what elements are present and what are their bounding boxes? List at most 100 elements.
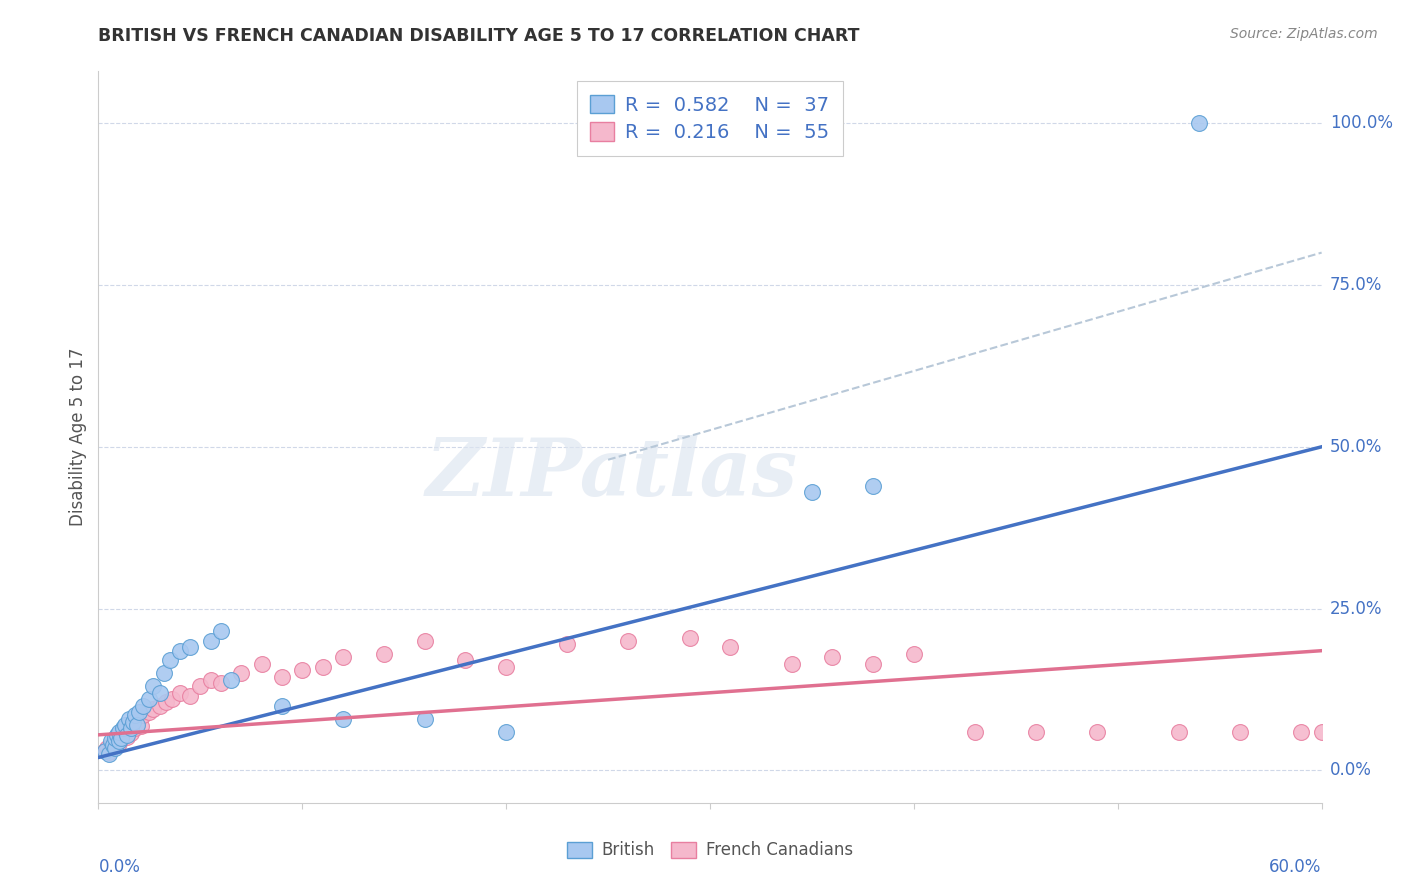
Point — [1167, 724, 1189, 739]
Point — [801, 485, 824, 500]
Point — [188, 679, 212, 693]
Point — [93, 744, 115, 758]
Point — [128, 712, 150, 726]
Point — [200, 673, 222, 687]
Point — [862, 478, 884, 492]
Point — [129, 719, 152, 733]
Point — [114, 718, 136, 732]
Legend: British, French Canadians: British, French Canadians — [558, 833, 862, 868]
Point — [97, 745, 120, 759]
Point — [291, 663, 314, 677]
Point — [105, 731, 128, 745]
Y-axis label: Disability Age 5 to 17: Disability Age 5 to 17 — [69, 348, 87, 526]
Point — [127, 718, 149, 732]
Point — [104, 734, 127, 748]
Text: 50.0%: 50.0% — [1330, 438, 1382, 456]
Point — [101, 739, 124, 753]
Text: 100.0%: 100.0% — [1330, 114, 1393, 132]
Point — [149, 698, 172, 713]
Point — [120, 726, 142, 740]
Point — [149, 686, 172, 700]
Point — [718, 640, 742, 655]
Point — [1310, 724, 1333, 739]
Point — [97, 747, 120, 762]
Text: 60.0%: 60.0% — [1270, 858, 1322, 876]
Point — [1188, 116, 1211, 130]
Point — [111, 722, 134, 736]
Point — [332, 650, 354, 665]
Point — [159, 653, 181, 667]
Point — [270, 669, 294, 683]
Text: 75.0%: 75.0% — [1330, 276, 1382, 294]
Text: BRITISH VS FRENCH CANADIAN DISABILITY AGE 5 TO 17 CORRELATION CHART: BRITISH VS FRENCH CANADIAN DISABILITY AG… — [98, 27, 860, 45]
Point — [219, 673, 242, 687]
Point — [1229, 724, 1251, 739]
Point — [169, 686, 191, 700]
Point — [209, 624, 232, 639]
Point — [780, 657, 803, 671]
Point — [200, 634, 222, 648]
Point — [128, 705, 150, 719]
Point — [127, 714, 149, 729]
Point — [250, 657, 273, 671]
Text: ZIPatlas: ZIPatlas — [426, 435, 799, 512]
Point — [1085, 724, 1108, 739]
Text: Source: ZipAtlas.com: Source: ZipAtlas.com — [1230, 27, 1378, 41]
Text: 0.0%: 0.0% — [1330, 762, 1372, 780]
Point — [495, 660, 517, 674]
Point — [862, 657, 884, 671]
Point — [114, 724, 136, 739]
Point — [332, 712, 354, 726]
Point — [231, 666, 253, 681]
Point — [821, 650, 844, 665]
Point — [495, 724, 517, 739]
Point — [965, 724, 987, 739]
Point — [270, 698, 294, 713]
Point — [110, 732, 132, 747]
Point — [679, 631, 702, 645]
Point — [413, 712, 436, 726]
Point — [617, 634, 640, 648]
Point — [132, 698, 155, 713]
Point — [93, 744, 115, 758]
Text: 0.0%: 0.0% — [98, 858, 141, 876]
Point — [120, 722, 142, 736]
Text: 25.0%: 25.0% — [1330, 599, 1382, 617]
Point — [124, 708, 146, 723]
Point — [104, 740, 127, 755]
Point — [179, 689, 201, 703]
Point — [903, 647, 925, 661]
Point — [454, 653, 477, 667]
Point — [160, 692, 183, 706]
Point — [108, 736, 131, 750]
Point — [100, 738, 122, 752]
Point — [115, 728, 138, 742]
Point — [108, 734, 131, 748]
Point — [111, 728, 134, 742]
Point — [96, 740, 118, 755]
Point — [142, 702, 165, 716]
Point — [138, 705, 160, 719]
Point — [101, 738, 124, 752]
Point — [1291, 724, 1313, 739]
Point — [105, 728, 128, 742]
Point — [209, 676, 232, 690]
Point — [142, 679, 165, 693]
Point — [555, 637, 579, 651]
Point — [122, 718, 145, 732]
Point — [124, 722, 146, 736]
Point — [312, 660, 335, 674]
Point — [413, 634, 436, 648]
Point — [110, 731, 132, 745]
Point — [100, 734, 122, 748]
Point — [122, 714, 145, 729]
Point — [115, 730, 138, 744]
Point — [132, 708, 155, 723]
Point — [118, 722, 141, 736]
Point — [373, 647, 395, 661]
Point — [152, 666, 174, 681]
Point — [104, 731, 127, 745]
Point — [169, 643, 191, 657]
Point — [155, 696, 177, 710]
Point — [108, 724, 131, 739]
